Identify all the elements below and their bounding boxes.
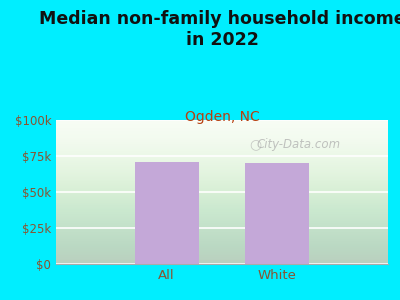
- Text: City-Data.com: City-Data.com: [256, 138, 340, 151]
- Bar: [245, 163, 310, 264]
- Text: Median non-family household income
in 2022: Median non-family household income in 20…: [39, 11, 400, 49]
- Text: ○: ○: [249, 137, 261, 152]
- Bar: [134, 162, 199, 264]
- Text: Ogden, NC: Ogden, NC: [185, 110, 259, 124]
